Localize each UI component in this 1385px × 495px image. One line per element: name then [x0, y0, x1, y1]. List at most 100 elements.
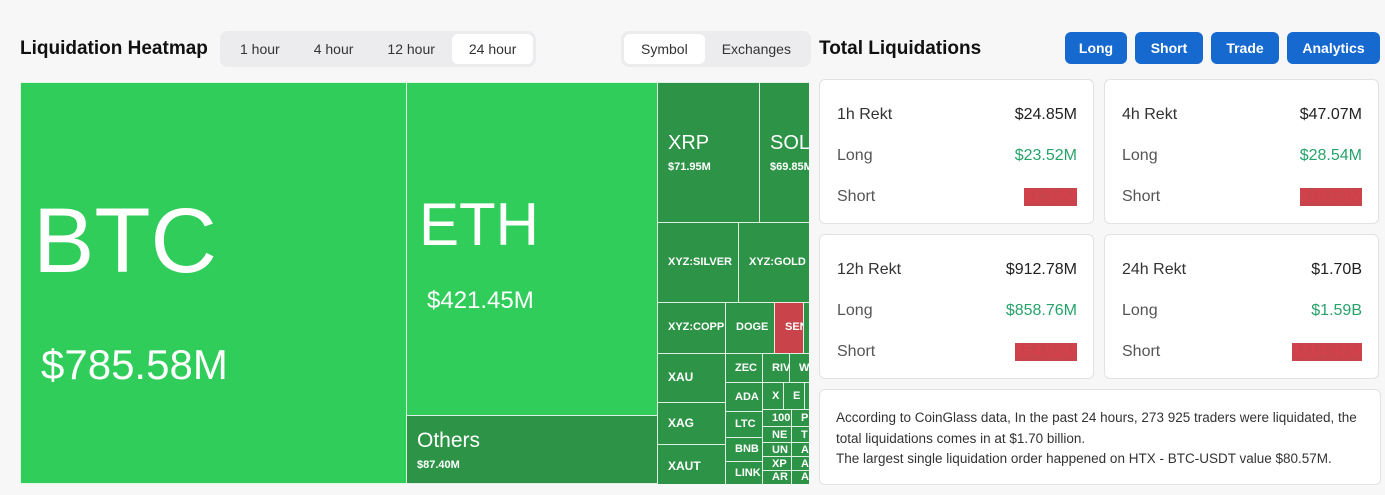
cell-symbol: A	[801, 458, 809, 470]
cell-symbol: P	[801, 412, 809, 424]
treemap-cell-link[interactable]: LINK	[725, 461, 763, 484]
short-button[interactable]: Short	[1135, 32, 1203, 64]
treemap-cell-ar[interactable]: AR	[762, 470, 792, 484]
cell-symbol: XYZ:COPPER	[668, 321, 725, 333]
card-period: 24h Rekt	[1122, 261, 1187, 278]
treemap-cell-ada[interactable]: ADA	[725, 382, 763, 412]
liquidation-summary: According to CoinGlass data, In the past…	[819, 389, 1381, 485]
long-label: Long	[837, 147, 873, 164]
cell-symbol: 100	[772, 412, 791, 424]
treemap-cell-eth[interactable]: ETH $421.45M	[406, 82, 658, 416]
short-label: Short	[1122, 343, 1161, 360]
card-long-row: Long $28.54M	[1122, 147, 1362, 165]
cell-symbol: RIV	[772, 362, 790, 374]
treemap-cell-sol[interactable]: SOL $69.85M	[759, 82, 809, 223]
cell-symbol: XAG	[668, 416, 695, 430]
treemap-cell-ne[interactable]: NE	[762, 426, 792, 443]
total-liquidations-title: Total Liquidations	[819, 38, 982, 59]
long-value: $858.76M	[1005, 302, 1077, 319]
view-symbol-tab[interactable]: Symbol	[624, 34, 705, 64]
liquidation-treemap: BTC $785.58M ETH $421.45M Others $87.40M…	[20, 82, 809, 484]
cell-symbol: AR	[772, 471, 788, 483]
cell-symbol: W	[799, 362, 809, 374]
cell-value: $785.58M	[41, 341, 228, 388]
timeframe-12-hour[interactable]: 12 hour	[387, 41, 435, 57]
trade-button[interactable]: Trade	[1211, 32, 1279, 64]
cell-value: $71.95M	[668, 161, 711, 173]
cell-value: $421.45M	[427, 287, 534, 314]
treemap-cell-t[interactable]: T	[791, 426, 809, 443]
long-value: $23.52M	[1014, 147, 1077, 164]
card-period: 12h Rekt	[837, 261, 902, 278]
cell-symbol: XRP	[668, 132, 710, 154]
treemap-cell-un[interactable]: UN	[762, 442, 792, 457]
card-header-row: 24h Rekt $1.70B	[1122, 261, 1362, 279]
treemap-cell-xyz-copper[interactable]: XYZ:COPPER	[657, 302, 726, 354]
treemap-cell-x[interactable]: X	[762, 382, 784, 410]
cell-symbol: X	[772, 390, 780, 402]
treemap-cell-others[interactable]: Others $87.40M	[406, 415, 658, 484]
cell-symbol: XP	[772, 458, 787, 470]
card-short-row: Short $18.53M	[1122, 188, 1362, 206]
view-exchanges-tab[interactable]: Exchanges	[721, 41, 791, 57]
treemap-cell-unlabeled[interactable]	[804, 382, 809, 410]
timeframe-4-hour[interactable]: 4 hour	[313, 41, 354, 57]
treemap-cell-a[interactable]: A	[791, 442, 809, 457]
short-value: $18.53M	[1299, 188, 1362, 206]
treemap-cell-xaut[interactable]: XAUT	[657, 444, 726, 484]
treemap-cell-100[interactable]: 100	[762, 409, 792, 427]
treemap-cell-doge[interactable]: DOGE	[725, 302, 775, 354]
treemap-cell-xyz-gold[interactable]: XYZ:GOLD	[738, 222, 809, 303]
cell-symbol: A	[801, 471, 809, 483]
treemap-cell-xp[interactable]: XP	[762, 456, 792, 471]
short-value: $54.02M	[1014, 343, 1077, 361]
treemap-cell-p[interactable]: P	[791, 409, 809, 427]
card-long-row: Long $858.76M	[837, 302, 1077, 320]
cell-symbol: T	[801, 429, 808, 441]
short-value: $114.42M	[1292, 343, 1362, 361]
cell-symbol: DOGE	[736, 321, 769, 333]
long-label: Long	[1122, 302, 1158, 319]
treemap-cell-btc[interactable]: BTC $785.58M	[20, 82, 407, 484]
rekt-card-1h: 1h Rekt $24.85M Long $23.52M Short $1.34…	[819, 79, 1094, 224]
treemap-cell-bnb[interactable]: BNB	[725, 437, 763, 462]
treemap-cell-a[interactable]: A	[791, 470, 809, 484]
view-selector: Symbol Exchanges	[621, 31, 811, 67]
treemap-cell-e[interactable]: E	[783, 382, 805, 410]
treemap-cell-xag[interactable]: XAG	[657, 402, 726, 445]
rekt-card-24h: 24h Rekt $1.70B Long $1.59B Short $114.4…	[1104, 234, 1379, 379]
summary-line: The largest single liquidation order hap…	[836, 451, 1332, 466]
cell-symbol: XYZ:GOLD	[749, 256, 806, 268]
cell-value: $69.85M	[770, 161, 809, 173]
treemap-cell-ltc[interactable]: LTC	[725, 411, 763, 438]
analytics-button[interactable]: Analytics	[1287, 32, 1380, 64]
card-header-row: 1h Rekt $24.85M	[837, 106, 1077, 124]
short-label: Short	[837, 188, 876, 205]
treemap-cell-xrp[interactable]: XRP $71.95M	[657, 82, 760, 223]
card-total: $1.70B	[1311, 261, 1362, 278]
treemap-cell-sen[interactable]: SEN	[774, 302, 804, 354]
treemap-cell-xyz-silver[interactable]: XYZ:SILVER	[657, 222, 739, 303]
summary-line: total liquidations comes in at $1.70 bil…	[836, 430, 1086, 446]
card-short-row: Short $54.02M	[837, 343, 1077, 361]
long-value: $28.54M	[1299, 147, 1362, 164]
card-long-row: Long $23.52M	[837, 147, 1077, 165]
card-long-row: Long $1.59B	[1122, 302, 1362, 320]
long-button[interactable]: Long	[1065, 32, 1127, 64]
cell-symbol: E	[793, 390, 801, 402]
treemap-cell-riv[interactable]: RIV	[762, 353, 790, 383]
treemap-cell-xau[interactable]: XAU	[657, 353, 726, 403]
treemap-cell-a[interactable]: A	[791, 456, 809, 471]
card-period: 1h Rekt	[837, 106, 893, 123]
heatmap-title: Liquidation Heatmap	[20, 38, 208, 59]
timeframe-selector: 1 hour 4 hour 12 hour 24 hour	[220, 31, 537, 67]
card-header-row: 4h Rekt $47.07M	[1122, 106, 1362, 124]
treemap-cell-zec[interactable]: ZEC	[725, 353, 763, 383]
treemap-cell-w[interactable]: W	[789, 353, 809, 383]
timeframe-24-hour[interactable]: 24 hour	[451, 34, 534, 64]
cell-symbol: SOL	[770, 132, 809, 154]
timeframe-1-hour[interactable]: 1 hour	[240, 41, 280, 57]
treemap-cell-unlabeled[interactable]	[803, 302, 809, 354]
cell-symbol: LTC	[735, 418, 756, 430]
long-label: Long	[1122, 147, 1158, 164]
